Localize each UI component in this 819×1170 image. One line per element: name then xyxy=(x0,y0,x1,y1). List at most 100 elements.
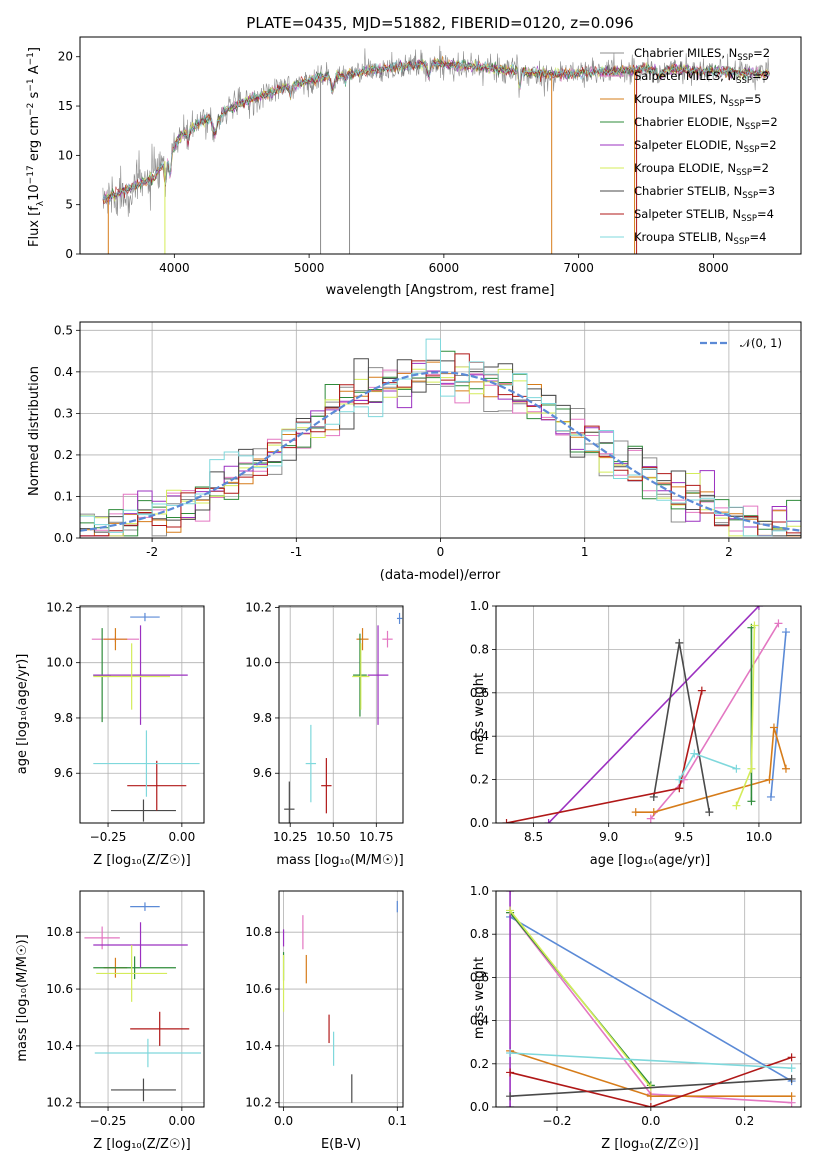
model-line-kroupa-stelib xyxy=(102,59,770,205)
y-tick-label: 10.8 xyxy=(46,925,73,939)
mass_vs_ebv-plot-area xyxy=(279,891,403,1107)
mass-vs-z-ylabel: mass [log₁₀(M/M☉)] xyxy=(15,934,30,1061)
y-tick-label: 0.8 xyxy=(470,927,489,941)
x-tick-label: -2 xyxy=(146,545,158,559)
spectrum-xlabel: wavelength [Angstrom, rest frame] xyxy=(326,283,555,298)
plus-marker xyxy=(502,819,511,823)
legend-label: Kroupa MILES, NSSP=5 xyxy=(634,92,761,109)
y-tick-label: 10.8 xyxy=(245,925,272,939)
plus-marker xyxy=(705,808,714,817)
y-tick-label: 9.8 xyxy=(54,711,73,725)
error-bar-point xyxy=(367,625,389,725)
mass-weight-line-salpeter-elodie xyxy=(548,606,760,823)
gaussian-reference-line xyxy=(80,371,801,532)
plus-marker xyxy=(769,723,778,732)
axes-frame xyxy=(278,605,404,824)
y-tick-label: 1.0 xyxy=(470,599,489,613)
y-tick-label: 10.2 xyxy=(46,600,73,614)
plus-marker xyxy=(631,808,640,817)
y-tick-label: 0.0 xyxy=(470,1100,489,1114)
axes-frame xyxy=(495,890,802,1108)
y-tick-label: 5 xyxy=(65,198,73,212)
error-bar-point xyxy=(93,643,171,710)
plus-marker xyxy=(787,1092,796,1101)
y-tick-label: 10 xyxy=(58,148,73,162)
legend-label: Chabrier STELIB, NSSP=3 xyxy=(634,184,775,201)
mass-weight-line-kroupa-stelib xyxy=(510,1052,792,1069)
mass-weight-vs-z-ylabel: mass weight xyxy=(472,957,487,1039)
x-tick-label: 4000 xyxy=(159,261,190,275)
mass-vs-ebv-panel: 0.0 0.1 10.2 10.4 10.6 10.8 E(B-V) xyxy=(245,890,407,1152)
plus-marker xyxy=(781,764,790,773)
observed-spectrum-line xyxy=(102,45,771,217)
y-tick-label: 1.0 xyxy=(470,884,489,898)
plus-marker xyxy=(506,891,515,895)
error-bar-point xyxy=(111,799,176,822)
x-tick-label: 10.0 xyxy=(746,830,773,844)
axes-frame xyxy=(79,321,802,539)
plus-marker xyxy=(506,1049,515,1057)
x-tick-label: 0.0 xyxy=(274,1114,293,1128)
error-bar-point xyxy=(130,1011,190,1046)
mass_weight_vs_age-plot-area xyxy=(496,606,801,823)
plus-marker xyxy=(649,792,658,801)
plus-marker xyxy=(690,749,699,758)
y-tick-label: 0.2 xyxy=(470,773,489,787)
y-tick-label: 0.6 xyxy=(470,686,489,700)
y-tick-label: 10.2 xyxy=(46,1096,73,1110)
x-tick-label: 6000 xyxy=(429,261,460,275)
plus-marker xyxy=(675,784,684,793)
plus-marker xyxy=(675,775,684,784)
x-tick-label: 0.1 xyxy=(388,1114,407,1128)
x-tick-label: −0.2 xyxy=(542,1114,571,1128)
mass-weight-line-kroupa-stelib xyxy=(678,752,737,780)
age-vs-z-panel: −0.25 0.009.69.810.010.2 Z [log₁₀(Z/Z☉)] … xyxy=(15,600,205,868)
legend-label: 𝒩(0, 1) xyxy=(740,336,782,350)
age-vs-z-xlabel: Z [log₁₀(Z/Z☉)] xyxy=(93,853,190,868)
x-tick-label: 9.5 xyxy=(674,830,693,844)
age_vs_mass-plot-area xyxy=(279,606,403,823)
error-bar-point xyxy=(352,643,370,710)
plus-marker xyxy=(675,638,684,647)
mass-weight-line-salpeter-stelib xyxy=(509,1056,792,1107)
axes-frame xyxy=(495,605,802,824)
x-tick-label: 10.75 xyxy=(359,830,393,844)
x-tick-label: 8000 xyxy=(698,261,729,275)
x-tick-label: 0 xyxy=(437,545,445,559)
y-tick-label: 0.4 xyxy=(470,1014,489,1028)
x-tick-label: 7000 xyxy=(563,261,594,275)
x-tick-label: 10.25 xyxy=(273,830,307,844)
plus-marker xyxy=(787,1053,796,1062)
error-bar-point xyxy=(103,628,128,651)
age_vs_z-plot-area xyxy=(80,606,204,823)
mass-weight-line-chabrier-stelib xyxy=(510,1078,792,1097)
plus-marker xyxy=(506,1068,515,1077)
axes-frame xyxy=(79,36,802,255)
plus-marker xyxy=(506,1103,515,1107)
plus-marker xyxy=(732,801,741,810)
residual_histogram-plot-area xyxy=(80,322,801,538)
age-vs-mass-xlabel: mass [log₁₀(M/M☉)] xyxy=(276,853,403,868)
legend-label: Kroupa STELIB, NSSP=4 xyxy=(634,230,766,247)
y-tick-label: 10.4 xyxy=(245,1039,272,1053)
spectrum-panel: PLATE=0435, MJD=51882, FIBERID=0120, z=0… xyxy=(26,14,802,298)
histogram-xlabel: (data-model)/error xyxy=(380,568,501,583)
y-tick-label: 0.1 xyxy=(54,489,73,503)
histogram-legend: 𝒩(0, 1) xyxy=(700,336,782,350)
axes-frame xyxy=(79,605,205,824)
axes-frame xyxy=(79,890,205,1108)
age-vs-z-ylabel: age [log₁₀(age/yr)] xyxy=(15,654,30,775)
spectrum-plot-area xyxy=(102,45,771,254)
mass-weight-line-accent-blue xyxy=(509,916,793,1082)
plus-marker xyxy=(787,1064,796,1073)
mass-vs-ebv-xlabel: E(B-V) xyxy=(321,1137,361,1152)
y-tick-label: 9.6 xyxy=(54,766,73,780)
spectrum-title: PLATE=0435, MJD=51882, FIBERID=0120, z=0… xyxy=(246,14,633,32)
y-tick-label: 0.4 xyxy=(470,729,489,743)
mass_vs_z-plot-area xyxy=(80,891,204,1107)
y-tick-label: 0.0 xyxy=(470,816,489,830)
mass-weight-line-kroupa-elodie xyxy=(509,909,652,1089)
error-bar-point xyxy=(382,630,393,648)
x-tick-label: 1 xyxy=(581,545,589,559)
